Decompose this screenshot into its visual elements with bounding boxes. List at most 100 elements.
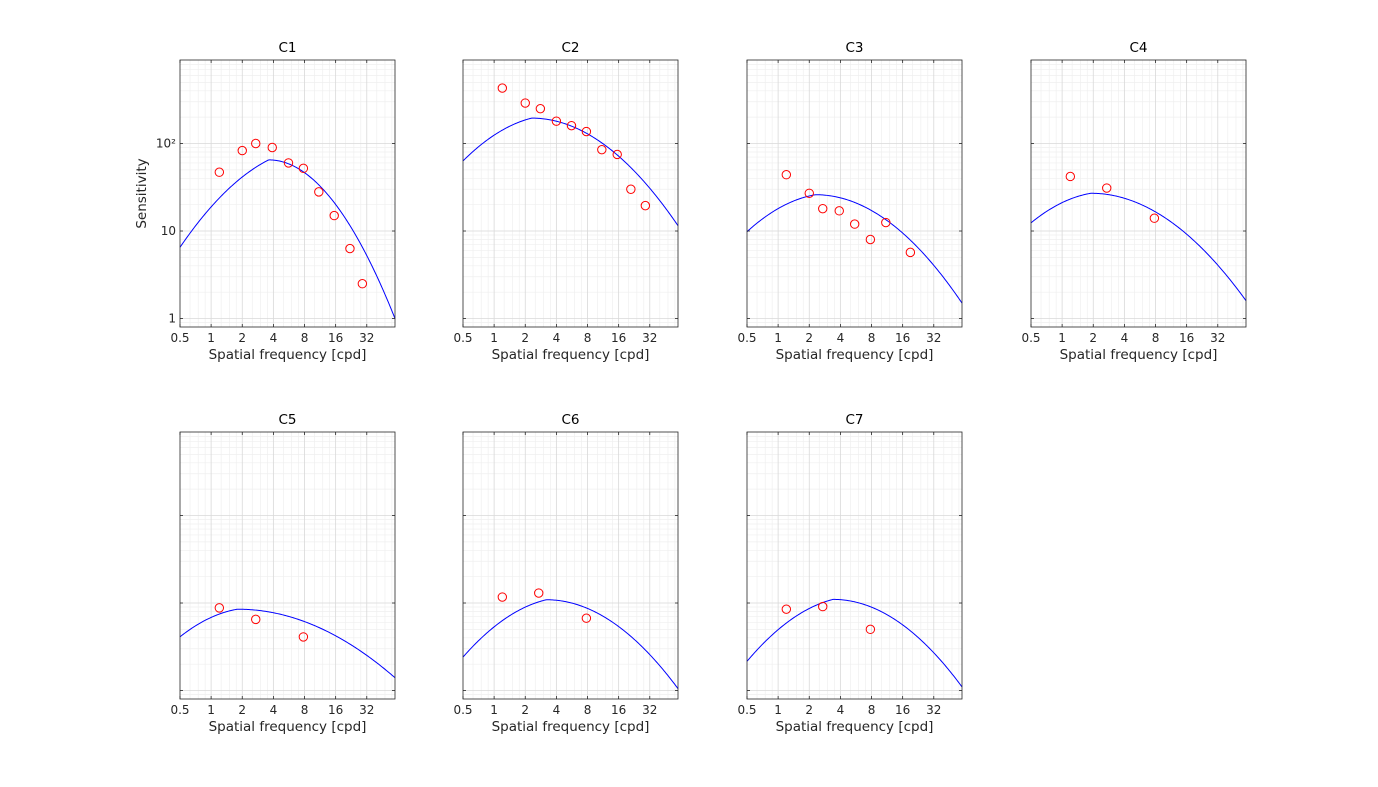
x-tick-label: 8 <box>301 331 309 345</box>
plot-area <box>747 60 962 327</box>
axes-box <box>179 59 396 328</box>
plot-area <box>180 432 395 699</box>
x-axis-label: Spatial frequency [cpd] <box>1060 347 1218 363</box>
x-tick-label: 8 <box>584 331 592 345</box>
axes-box <box>462 431 679 700</box>
data-points <box>497 83 651 211</box>
data-point <box>566 120 577 131</box>
axes-box <box>746 59 963 328</box>
y-tick-label: 1 <box>168 312 176 326</box>
chart-title: C2 <box>561 40 579 56</box>
chart-title: C3 <box>845 40 863 56</box>
axes-box <box>179 431 396 700</box>
data-points <box>497 588 592 623</box>
x-tick-label: 2 <box>805 331 813 345</box>
y-axis-label: Sensitivity <box>134 158 150 228</box>
y-axis <box>463 515 678 691</box>
chart-title: C1 <box>278 40 296 56</box>
y-tick-label: 10² <box>156 137 176 151</box>
data-point <box>1149 213 1160 223</box>
data-point <box>581 126 592 137</box>
plot-area <box>747 432 962 699</box>
chart-title: C7 <box>845 412 863 428</box>
axes-box <box>462 59 679 328</box>
x-tick-label: 16 <box>895 703 910 717</box>
y-axis <box>747 143 962 319</box>
data-point <box>1065 171 1076 182</box>
grid-lines <box>463 432 678 699</box>
data-point <box>865 624 876 635</box>
data-point <box>357 278 368 289</box>
x-tick-label: 0.5 <box>170 331 189 345</box>
x-tick-label: 1 <box>774 331 782 345</box>
x-tick-label: 16 <box>895 331 910 345</box>
data-point <box>1102 183 1112 193</box>
axes-box <box>1030 59 1247 328</box>
grid-lines <box>180 432 395 699</box>
subplot-c5: 0.5 1 2 4 8 16 32 C5 Spatial frequency [cpd] <box>170 412 396 735</box>
x-tick-label: 16 <box>1179 331 1194 345</box>
x-tick-label: 4 <box>553 331 561 345</box>
data-points <box>781 601 876 635</box>
y-axis <box>463 143 678 319</box>
x-axis: 0.5 1 2 4 8 16 32 <box>170 60 374 345</box>
x-tick-label: 32 <box>926 331 941 345</box>
x-tick-label: 4 <box>270 331 278 345</box>
data-points <box>214 138 368 289</box>
axes-box <box>746 431 963 700</box>
fit-curve <box>746 598 963 688</box>
data-point <box>581 613 592 623</box>
data-point <box>251 138 261 149</box>
fit-curve <box>179 159 396 319</box>
data-point <box>597 144 607 155</box>
x-tick-label: 1 <box>490 331 498 345</box>
data-point <box>329 210 339 221</box>
data-point <box>612 149 622 160</box>
y-axis <box>1031 143 1246 319</box>
fit-curve <box>746 194 963 304</box>
x-axis: 0.5 1 2 4 8 16 32 <box>453 60 657 345</box>
subplot-c7: 0.5 1 2 4 8 16 32 C7 Spatial frequency [cpd] <box>737 412 963 735</box>
y-axis: 1 10 10² <box>156 137 395 326</box>
x-tick-label: 0.5 <box>737 331 756 345</box>
data-point <box>781 170 792 180</box>
y-tick-label: 10 <box>161 224 176 238</box>
x-axis: 0.5 1 2 4 8 16 32 <box>453 432 657 717</box>
x-tick-label: 32 <box>1210 331 1225 345</box>
data-point <box>345 243 355 254</box>
data-points <box>214 603 309 642</box>
x-axis-label: Spatial frequency [cpd] <box>209 347 367 363</box>
data-point <box>818 601 828 612</box>
fit-curve <box>462 117 679 226</box>
x-tick-label: 8 <box>1152 331 1160 345</box>
data-point <box>818 203 828 214</box>
x-tick-label: 0.5 <box>737 703 756 717</box>
data-point <box>497 592 508 602</box>
x-tick-label: 4 <box>837 331 845 345</box>
data-point <box>905 247 916 258</box>
grid-lines <box>180 60 395 327</box>
x-axis-label: Spatial frequency [cpd] <box>776 347 934 363</box>
subplot-grid: 0.5 1 2 4 8 16 32 1 10 10² C1 Spatial frequency [cp… <box>134 40 1247 735</box>
data-point <box>314 187 324 197</box>
x-axis: 0.5 1 2 4 8 16 32 <box>737 432 941 717</box>
subplot-c4: 0.5 1 2 4 8 16 32 C4 Spatial frequency [cpd] <box>1021 40 1247 363</box>
data-point <box>214 603 225 613</box>
grid-lines <box>747 60 962 327</box>
x-tick-label: 4 <box>553 703 561 717</box>
subplot-c1: 0.5 1 2 4 8 16 32 1 10 10² C1 Spatial frequency [cp… <box>134 40 396 363</box>
data-point <box>781 604 792 614</box>
x-tick-label: 0.5 <box>1021 331 1040 345</box>
x-tick-label: 1 <box>490 703 498 717</box>
chart-title: C6 <box>561 412 579 428</box>
x-tick-label: 0.5 <box>170 703 189 717</box>
data-point <box>535 103 546 114</box>
data-point <box>237 145 247 156</box>
data-point <box>520 98 530 108</box>
x-axis-label: Spatial frequency [cpd] <box>492 347 650 363</box>
x-tick-label: 2 <box>238 703 246 717</box>
x-tick-label: 32 <box>926 703 941 717</box>
data-point <box>834 206 844 216</box>
subplot-c6: 0.5 1 2 4 8 16 32 C6 Spatial frequency [cpd] <box>453 412 679 735</box>
